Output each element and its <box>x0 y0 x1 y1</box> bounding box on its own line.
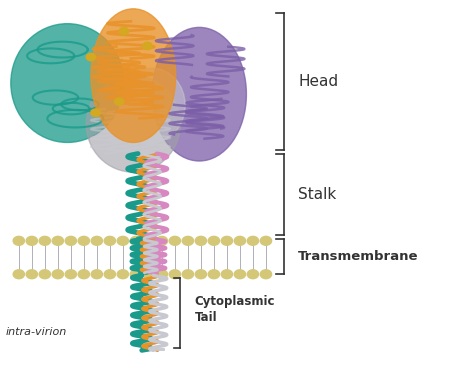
Circle shape <box>182 270 193 279</box>
Circle shape <box>156 236 167 245</box>
Circle shape <box>143 270 155 279</box>
Circle shape <box>65 236 76 245</box>
Circle shape <box>208 236 219 245</box>
Ellipse shape <box>86 76 181 172</box>
Text: intra-virion: intra-virion <box>6 327 67 337</box>
Circle shape <box>39 270 51 279</box>
Text: Transmembrane: Transmembrane <box>298 250 419 263</box>
Circle shape <box>13 236 25 245</box>
Circle shape <box>65 270 76 279</box>
Circle shape <box>78 270 90 279</box>
Circle shape <box>104 236 116 245</box>
Ellipse shape <box>91 9 176 142</box>
Circle shape <box>39 236 51 245</box>
Circle shape <box>260 236 272 245</box>
Circle shape <box>169 236 181 245</box>
Circle shape <box>221 236 233 245</box>
Circle shape <box>52 270 64 279</box>
Text: Stalk: Stalk <box>298 187 337 202</box>
Circle shape <box>86 53 96 61</box>
Circle shape <box>156 270 167 279</box>
Circle shape <box>234 270 246 279</box>
Circle shape <box>143 42 152 50</box>
Circle shape <box>91 109 100 116</box>
Ellipse shape <box>11 24 124 142</box>
Circle shape <box>26 270 37 279</box>
Circle shape <box>115 98 124 105</box>
Circle shape <box>130 236 142 245</box>
Circle shape <box>234 236 246 245</box>
Circle shape <box>52 236 64 245</box>
Circle shape <box>208 270 219 279</box>
Circle shape <box>182 236 193 245</box>
Circle shape <box>169 270 181 279</box>
Circle shape <box>260 270 272 279</box>
Circle shape <box>104 270 116 279</box>
Circle shape <box>119 27 128 35</box>
Circle shape <box>195 236 207 245</box>
Circle shape <box>247 236 259 245</box>
Circle shape <box>221 270 233 279</box>
Circle shape <box>117 270 128 279</box>
Circle shape <box>195 270 207 279</box>
Circle shape <box>117 236 128 245</box>
Ellipse shape <box>152 27 246 161</box>
Text: Cytoplasmic
Tail: Cytoplasmic Tail <box>195 295 275 324</box>
Circle shape <box>130 270 142 279</box>
Circle shape <box>91 270 102 279</box>
Circle shape <box>13 270 25 279</box>
Circle shape <box>26 236 37 245</box>
Circle shape <box>91 236 102 245</box>
Ellipse shape <box>119 68 185 142</box>
Text: Head: Head <box>298 74 338 89</box>
Circle shape <box>78 236 90 245</box>
Circle shape <box>247 270 259 279</box>
Circle shape <box>143 236 155 245</box>
